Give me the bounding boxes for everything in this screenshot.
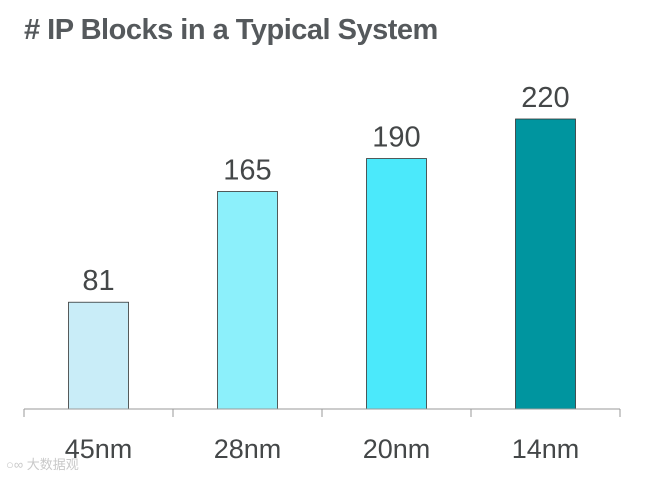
data-labels-layer: 81 165 190 220 <box>82 82 569 297</box>
bars-layer <box>68 118 576 410</box>
chart-title: # IP Blocks in a Typical System <box>24 14 438 46</box>
data-label-20nm: 190 <box>372 122 420 154</box>
x-tick-label-20nm: 20nm <box>363 434 431 464</box>
x-tick-label-45nm: 45nm <box>65 434 133 464</box>
x-tick-labels-layer: 45nm 28nm 20nm 14nm <box>65 434 580 464</box>
data-label-14nm: 220 <box>521 82 569 114</box>
data-label-28nm: 165 <box>223 155 271 187</box>
watermark-text: 大数据观 <box>26 457 79 472</box>
bar-45nm <box>68 301 129 410</box>
bar-14nm <box>515 118 576 410</box>
x-axis <box>23 408 621 417</box>
x-tick-label-28nm: 28nm <box>214 434 282 464</box>
x-tick-label-14nm: 14nm <box>512 434 580 464</box>
bar-20nm <box>366 158 427 410</box>
bar-28nm <box>217 191 278 410</box>
data-label-45nm: 81 <box>82 265 114 297</box>
watermark-logo: ○∞ 大数据观 <box>6 454 79 473</box>
watermark-icon: ○∞ <box>6 457 24 472</box>
